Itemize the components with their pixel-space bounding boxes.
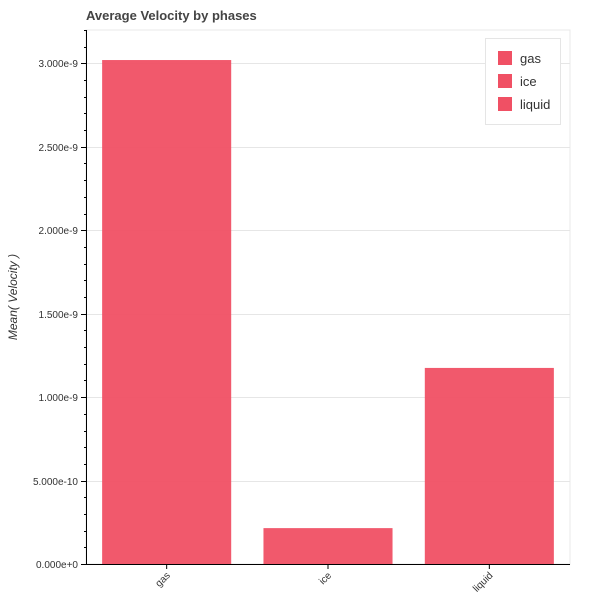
bar-ice (263, 528, 393, 564)
x-axis-ticks: gas ice liquid (154, 564, 495, 595)
x-tick-label-liquid: liquid (471, 570, 495, 594)
y-tick-label: 3.000e-9 (39, 59, 79, 70)
y-tick-label: 2.500e-9 (39, 143, 79, 154)
y-tick-label: 5.000e-10 (33, 477, 78, 488)
x-tick-label-ice: ice (317, 570, 334, 587)
bars (102, 60, 554, 564)
chart-title: Average Velocity by phases (86, 8, 257, 23)
legend-swatch-ice (498, 74, 512, 88)
legend-label-liquid: liquid (520, 97, 550, 112)
y-tick-label: 0.000e+0 (36, 560, 78, 571)
bar-gas (102, 60, 232, 564)
y-tick-label: 1.000e-9 (39, 393, 79, 404)
legend: gas ice liquid (485, 38, 561, 125)
bar-liquid (424, 367, 554, 564)
legend-label-ice: ice (520, 74, 537, 89)
legend-swatch-liquid (498, 97, 512, 111)
y-tick-label: 1.500e-9 (39, 310, 79, 321)
y-axis-ticks: 0.000e+0 5.000e-10 1.000e-9 1.500e-9 2.000e-… (33, 30, 86, 571)
legend-swatch-gas (498, 51, 512, 65)
legend-label-gas: gas (520, 51, 541, 66)
y-tick-label: 2.000e-9 (39, 226, 79, 237)
x-tick-label-gas: gas (154, 570, 173, 589)
y-axis-label: Mean( Velocity ) (6, 254, 20, 340)
